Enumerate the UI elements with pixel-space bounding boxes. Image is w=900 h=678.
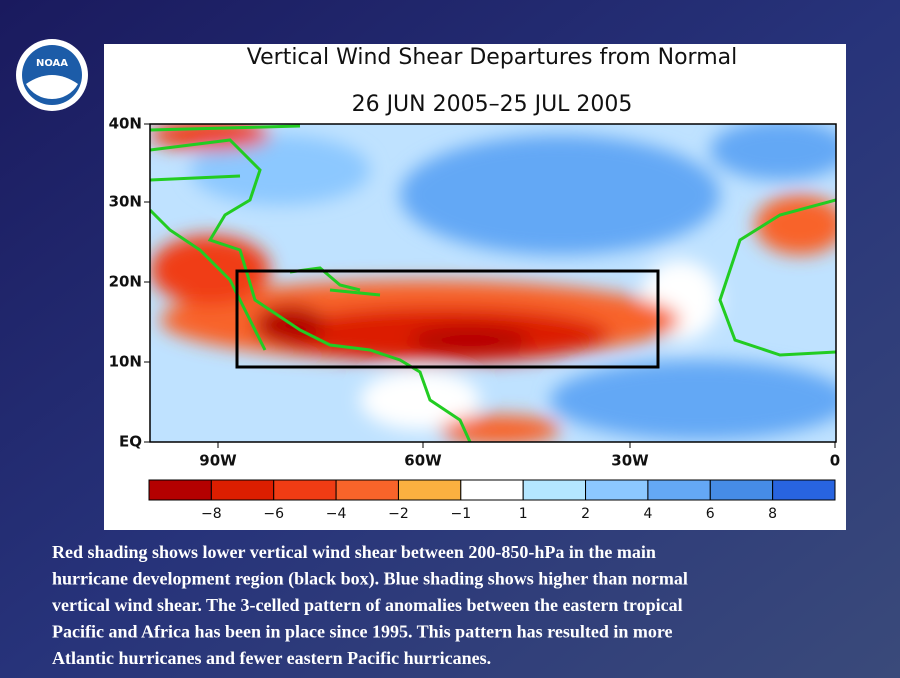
colorbar-label: 8 bbox=[768, 506, 777, 522]
latitude-label: 40N bbox=[109, 115, 142, 133]
colorbar-label: −6 bbox=[263, 506, 284, 522]
map-field bbox=[150, 124, 836, 442]
development-region-box bbox=[235, 269, 660, 369]
caption-line: Red shading shows lower vertical wind sh… bbox=[52, 542, 656, 562]
colorbar-swatch bbox=[273, 479, 337, 501]
latitude-label: 30N bbox=[109, 193, 142, 211]
colorbar-label: 1 bbox=[519, 506, 528, 522]
longitude-label: 0 bbox=[830, 452, 840, 470]
map-title: Vertical Wind Shear Departures from Norm… bbox=[247, 45, 737, 70]
colorbar-swatch bbox=[772, 479, 836, 501]
colorbar-swatch bbox=[397, 479, 462, 501]
longitude-label: 60W bbox=[404, 452, 442, 470]
colorbar-label: −8 bbox=[201, 506, 222, 522]
latitude-label: EQ bbox=[119, 433, 142, 451]
longitude-label: 90W bbox=[199, 452, 237, 470]
colorbar-swatch bbox=[210, 479, 275, 501]
caption-line: Pacific and Africa has been in place sin… bbox=[52, 622, 673, 642]
colorbar-swatch bbox=[522, 479, 587, 501]
caption-line: vertical wind shear. The 3-celled patter… bbox=[52, 595, 683, 615]
latitude-label: 10N bbox=[109, 353, 142, 371]
caption-line: hurricane development region (black box)… bbox=[52, 569, 688, 590]
colorbar-label: 2 bbox=[581, 506, 590, 522]
colorbar-swatch bbox=[647, 479, 711, 501]
colorbar-swatch bbox=[460, 479, 524, 501]
colorbar-swatch bbox=[335, 479, 399, 501]
colorbar-label: −1 bbox=[450, 506, 471, 522]
logo: NOAA bbox=[16, 39, 88, 111]
colorbar-label: −2 bbox=[388, 506, 409, 522]
colorbar-swatch bbox=[148, 479, 212, 501]
caption-line: Atlantic hurricanes and fewer eastern Pa… bbox=[52, 648, 491, 668]
colorbar-label: −4 bbox=[326, 506, 347, 522]
logo-text: NOAA bbox=[36, 58, 68, 69]
colorbar-swatch bbox=[709, 479, 774, 501]
map-frame bbox=[149, 123, 837, 443]
colorbar-swatch bbox=[585, 479, 649, 501]
longitude-label: 30W bbox=[611, 452, 649, 470]
map-subtitle: 26 JUN 2005–25 JUL 2005 bbox=[352, 92, 633, 117]
latitude-label: 20N bbox=[109, 273, 142, 291]
colorbar-label: 4 bbox=[643, 506, 652, 522]
colorbar-label: 6 bbox=[706, 506, 715, 522]
